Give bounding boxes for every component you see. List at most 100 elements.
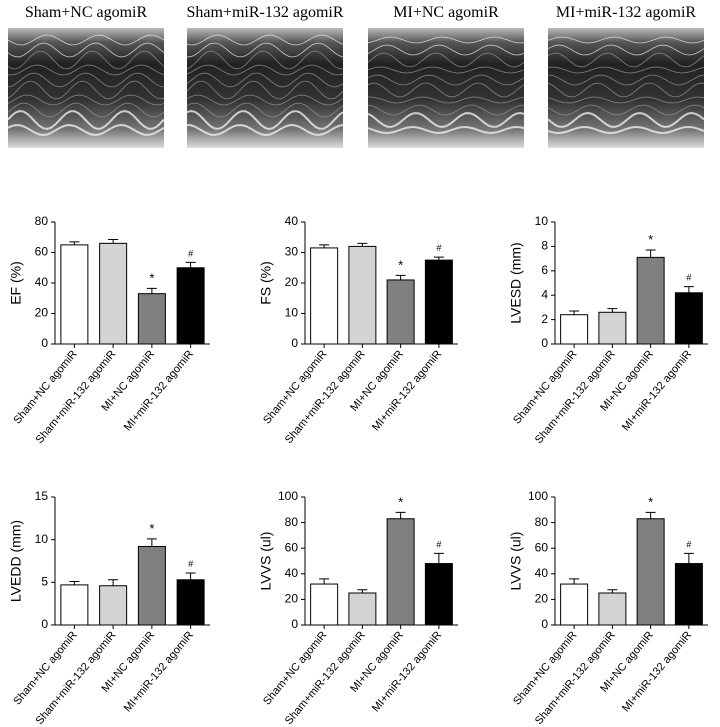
y-axis-label: LVVS (ul) bbox=[258, 532, 274, 591]
bar bbox=[598, 311, 627, 345]
bar bbox=[598, 592, 627, 626]
image-label: Sham+NC agomiR bbox=[25, 4, 148, 21]
bar bbox=[137, 293, 166, 345]
echo-trace bbox=[547, 52, 705, 68]
y-tick-label: 20 bbox=[285, 275, 299, 289]
image-label: Sham+miR-132 agomiR bbox=[186, 4, 343, 21]
bar bbox=[348, 592, 377, 626]
error-bar bbox=[185, 261, 196, 268]
significance-label: # bbox=[188, 248, 193, 258]
error-bar bbox=[683, 286, 694, 293]
x-tick-label: Sham+NC agomiR bbox=[261, 629, 329, 707]
y-tick-label: 5 bbox=[41, 575, 48, 589]
y-tick-label: 0 bbox=[291, 617, 298, 631]
echo-panels: Sham+NC agomiR Sham+miR-132 agomiR MI+NC a… bbox=[7, 4, 705, 148]
bar bbox=[636, 518, 665, 626]
error-bar bbox=[395, 511, 406, 519]
y-tick-label: 15 bbox=[35, 489, 49, 503]
error-bar bbox=[395, 274, 406, 280]
significance-label: # bbox=[686, 539, 691, 549]
bar bbox=[674, 292, 703, 345]
y-tick-label: 100 bbox=[528, 489, 548, 503]
bar bbox=[99, 242, 128, 345]
y-axis-label: FS (%) bbox=[258, 261, 274, 305]
echo-trace bbox=[547, 111, 705, 129]
y-tick-label: 6 bbox=[541, 263, 548, 277]
x-tick-label: MI+miR-132 agomiR bbox=[122, 348, 196, 433]
echo-image bbox=[187, 28, 343, 148]
x-tick-label: MI+miR-132 agomiR bbox=[620, 629, 694, 714]
echo-trace bbox=[367, 74, 525, 86]
echo-trace bbox=[7, 94, 165, 106]
bar bbox=[424, 563, 453, 626]
x-tick-label: MI+miR-132 agomiR bbox=[370, 629, 444, 714]
error-bar bbox=[569, 310, 580, 315]
echo-trace bbox=[7, 50, 165, 70]
y-tick-label: 60 bbox=[535, 540, 549, 554]
y-tick-label: 0 bbox=[291, 336, 298, 350]
bar bbox=[60, 584, 89, 626]
error-bar bbox=[185, 572, 196, 580]
echo-trace bbox=[186, 42, 344, 58]
y-tick-label: 40 bbox=[285, 566, 299, 580]
x-tick-label: Sham+NC agomiR bbox=[261, 348, 329, 426]
significance-label: * bbox=[398, 257, 403, 272]
echo-trace bbox=[367, 82, 525, 98]
y-tick-label: 0 bbox=[41, 336, 48, 350]
echo-image bbox=[368, 28, 524, 148]
bar bbox=[636, 256, 665, 345]
echo-trace bbox=[367, 96, 525, 104]
echo-trace bbox=[186, 123, 344, 137]
echo-trace bbox=[547, 44, 705, 56]
bar bbox=[137, 545, 166, 626]
error-bar bbox=[569, 578, 580, 585]
bar bbox=[560, 583, 589, 626]
error-bar bbox=[683, 552, 694, 564]
echo-image bbox=[8, 28, 164, 148]
echo-image bbox=[548, 28, 704, 148]
x-tick-label: MI+miR-132 agomiR bbox=[370, 348, 444, 433]
image-label: MI+miR-132 agomiR bbox=[556, 4, 696, 21]
image-label: MI+NC agomiR bbox=[393, 4, 499, 21]
bar bbox=[386, 279, 415, 345]
y-axis-label: LVVS (ul) bbox=[508, 532, 524, 591]
x-tick-label: Sham+NC agomiR bbox=[511, 629, 579, 707]
echo-trace bbox=[547, 82, 705, 98]
bar bbox=[386, 518, 415, 626]
error-bar bbox=[357, 242, 368, 247]
echo-trace bbox=[547, 96, 705, 104]
bar bbox=[176, 579, 205, 626]
y-tick-label: 10 bbox=[35, 532, 49, 546]
y-tick-label: 80 bbox=[35, 214, 49, 228]
significance-label: # bbox=[436, 539, 441, 549]
y-tick-label: 80 bbox=[285, 515, 299, 529]
error-bar bbox=[319, 244, 330, 248]
bar bbox=[99, 585, 128, 626]
significance-label: # bbox=[686, 273, 691, 283]
echo-trace bbox=[367, 36, 525, 44]
echo-trace bbox=[367, 44, 525, 56]
bar bbox=[60, 244, 89, 345]
bar bbox=[310, 247, 339, 345]
error-bar bbox=[108, 579, 119, 586]
error-bar bbox=[69, 241, 80, 245]
y-axis-label: LVEDD (mm) bbox=[8, 520, 24, 602]
bar bbox=[674, 563, 703, 626]
y-axis-label: LVESD (mm) bbox=[508, 242, 524, 323]
y-tick-label: 4 bbox=[541, 287, 548, 301]
y-tick-label: 80 bbox=[535, 515, 549, 529]
bar bbox=[310, 583, 339, 626]
y-tick-label: 2 bbox=[541, 312, 548, 326]
significance-label: # bbox=[436, 243, 441, 253]
significance-label: * bbox=[648, 494, 653, 509]
x-tick-label: MI+miR-132 agomiR bbox=[620, 348, 694, 433]
y-axis-label: EF (%) bbox=[8, 261, 24, 305]
echo-trace bbox=[7, 102, 165, 118]
